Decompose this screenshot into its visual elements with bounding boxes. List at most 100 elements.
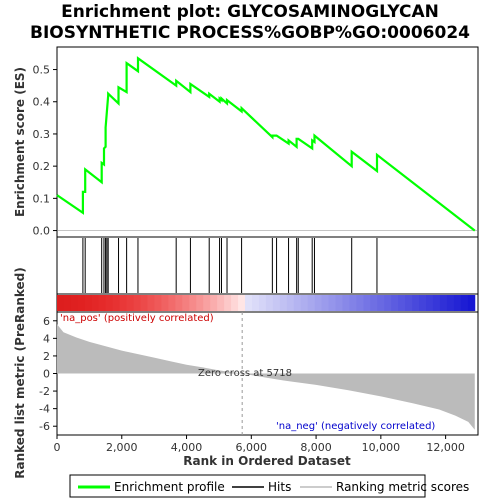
x-tick-label: 6,000: [236, 441, 268, 454]
colorbar-segment: [77, 295, 86, 311]
colorbar-segment: [91, 295, 100, 311]
legend-enrichment-label: Enrichment profile: [114, 480, 225, 494]
colorbar-segment: [238, 295, 246, 311]
es-y-axis: 0.0 0.1 0.2 0.3 0.4 0.5: [33, 64, 478, 238]
rank-y-tick-label: -4: [39, 403, 50, 416]
x-tick-label: 4,000: [171, 441, 203, 454]
colorbar-segment: [140, 295, 149, 311]
colorbar-segment: [460, 295, 469, 311]
colorbar-segment: [286, 295, 295, 311]
colorbar-segment: [279, 295, 288, 311]
hits-panel-frame: [56, 236, 479, 295]
colorbar-segment: [384, 295, 392, 311]
hit-markers: [82, 238, 378, 293]
rank-y-axis: -6 -4 -2 0 2 4 6: [39, 315, 57, 433]
es-y-axis-label: Enrichment score (ES): [13, 67, 27, 217]
x-tick-label: 8,000: [300, 441, 332, 454]
colorbar-segment: [168, 295, 176, 311]
colorbar-segment: [70, 295, 79, 311]
colorbar-segment: [258, 295, 267, 311]
ranked-metric-area: [57, 312, 475, 435]
x-axis-label: Rank in Ordered Dataset: [183, 454, 351, 468]
chart-title-line-1: Enrichment plot: GLYCOSAMINOGLYCAN: [61, 2, 439, 22]
colorbar-segment: [84, 295, 93, 311]
colorbar-segment: [133, 295, 142, 311]
es-y-tick-label: 0.1: [33, 192, 51, 205]
colorbar-segment: [321, 295, 330, 311]
colorbar-segment: [335, 295, 343, 311]
colorbar-segment: [154, 295, 162, 311]
x-tick-label: 0: [54, 441, 61, 454]
es-y-tick-label: 0.5: [33, 64, 51, 77]
colorbar-segment: [314, 295, 323, 311]
colorbar-segment: [405, 295, 413, 311]
colorbar-segment: [217, 295, 225, 311]
chart-title-line-2: BIOSYNTHETIC PROCESS%GOBP%GO:0006024: [30, 23, 470, 43]
colorbar-segment: [307, 295, 316, 311]
colorbar-segment: [161, 295, 169, 311]
colorbar-segment: [398, 295, 406, 311]
colorbar-segment: [105, 295, 114, 311]
colorbar-segment: [175, 295, 183, 311]
legend-ranking-label: Ranking metric scores: [336, 480, 469, 494]
colorbar-segment: [300, 295, 309, 311]
colorbar-segment: [251, 295, 260, 311]
colorbar-segment: [419, 295, 427, 311]
colorbar-segment: [265, 295, 274, 311]
colorbar-segment: [147, 295, 155, 311]
colorbar-segment: [439, 295, 448, 311]
rank-y-tick-label: 0: [43, 368, 50, 381]
colorbar-segment: [426, 295, 434, 311]
colorbar-segment: [126, 295, 135, 311]
colorbar-segment: [210, 295, 218, 311]
colorbar-segment: [196, 295, 204, 311]
es-y-tick-label: 0.4: [33, 96, 51, 109]
colorbar-segment: [342, 295, 350, 311]
colorbar-segment: [446, 295, 455, 311]
colorbar-segment: [349, 295, 357, 311]
es-y-tick-label: 0.0: [33, 225, 51, 238]
legend-box: [69, 474, 426, 498]
colorbar-segment: [412, 295, 420, 311]
colorbar-segment: [467, 295, 476, 311]
x-axis: 0 2,000 4,000 6,000 8,000 10,000 12,000: [54, 435, 465, 454]
enrichment-profile-line: [56, 56, 476, 232]
colorbar-segment: [328, 295, 337, 311]
rank-y-tick-label: 2: [43, 350, 50, 363]
neg-correlation-label: 'na_neg' (negatively correlated): [276, 421, 435, 432]
colorbar-segment: [231, 295, 239, 311]
es-y-tick-label: 0.3: [33, 128, 51, 141]
rank-colorbar: [57, 295, 476, 311]
colorbar-segment: [224, 295, 232, 311]
colorbar-segment: [98, 295, 107, 311]
colorbar-segment: [293, 295, 302, 311]
colorbar-segment: [63, 295, 72, 311]
colorbar-segment: [189, 295, 197, 311]
es-panel-frame: [56, 46, 479, 238]
colorbar-segment: [377, 295, 385, 311]
zero-cross-label: Zero cross at 5718: [198, 368, 292, 379]
x-tick-label: 12,000: [426, 441, 465, 454]
legend-hits-label: Hits: [268, 480, 291, 494]
x-tick-label: 2,000: [106, 441, 138, 454]
colorbar-segment: [272, 295, 281, 311]
pos-correlation-label: 'na_pos' (positively correlated): [60, 313, 214, 324]
colorbar-segment: [119, 295, 128, 311]
colorbar-segment: [391, 295, 399, 311]
rank-y-tick-label: -2: [39, 385, 50, 398]
colorbar-segment: [203, 295, 211, 311]
colorbar-segment: [432, 295, 441, 311]
colorbar-segment: [356, 295, 364, 311]
x-tick-label: 10,000: [362, 441, 401, 454]
colorbar-segment: [244, 295, 253, 311]
colorbar-segment: [182, 295, 190, 311]
rank-y-tick-label: -6: [39, 420, 50, 433]
colorbar-segment: [453, 295, 462, 311]
colorbar-segment: [57, 295, 65, 311]
rank-y-axis-label: Ranked list metric (PreRanked): [13, 267, 27, 479]
rank-y-tick-label: 6: [43, 315, 50, 328]
legend: Enrichment profile Hits Ranking metric s…: [69, 474, 469, 498]
colorbar-segment: [112, 295, 121, 311]
enrichment-profile-path: [56, 56, 476, 232]
